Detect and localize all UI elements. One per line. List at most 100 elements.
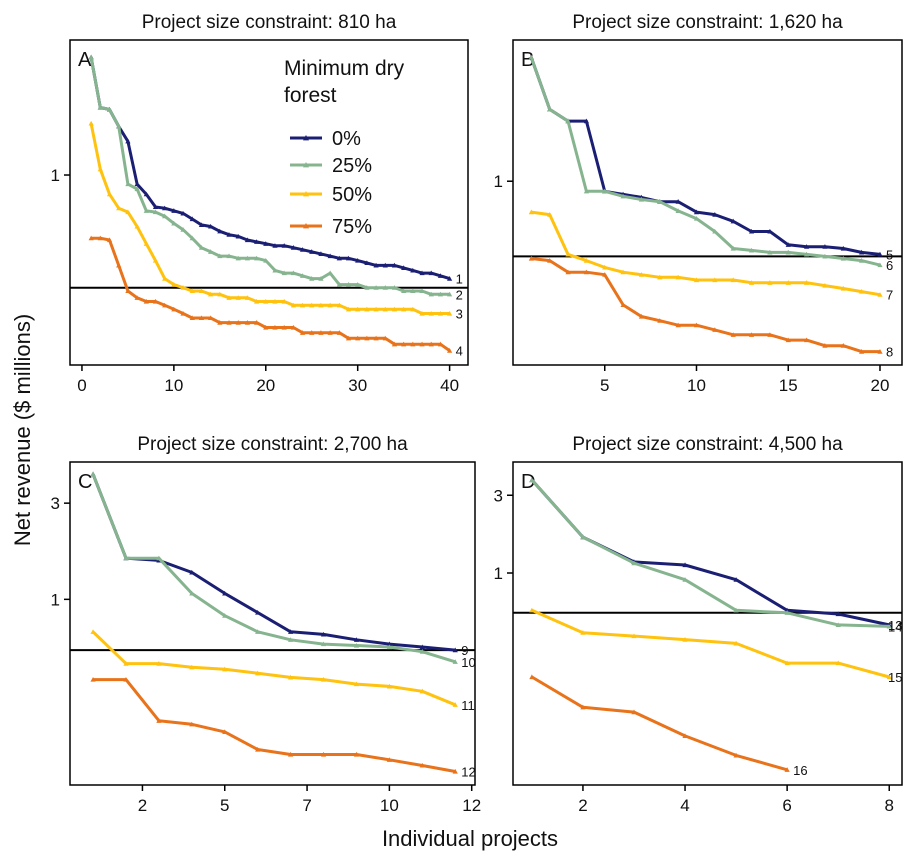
point-marker (657, 274, 663, 280)
point-marker (143, 298, 149, 304)
point-marker (822, 253, 828, 259)
end-label: 6 (886, 258, 893, 273)
point-marker (529, 607, 535, 613)
x-tick-label: 2 (138, 796, 147, 815)
point-marker (353, 681, 360, 687)
point-marker (123, 661, 129, 666)
point-marker (152, 257, 159, 263)
point-marker (217, 291, 223, 297)
point-marker (263, 257, 269, 263)
point-marker (419, 762, 425, 768)
end-label: 9 (461, 643, 468, 658)
panel-label: C (78, 471, 92, 493)
point-marker (428, 341, 434, 347)
point-marker (125, 181, 131, 187)
point-marker (877, 251, 883, 257)
series-line (531, 608, 890, 679)
panel-label: A (78, 49, 92, 71)
point-marker (767, 280, 773, 285)
point-marker (785, 337, 791, 343)
point-marker (419, 644, 425, 650)
point-marker (123, 676, 129, 682)
point-marker (272, 298, 278, 304)
point-marker (877, 292, 883, 297)
point-marker (345, 281, 352, 287)
series-line (91, 473, 456, 664)
point-marker (90, 629, 96, 634)
series-line (530, 479, 890, 627)
point-marker (355, 306, 361, 312)
point-marker (189, 664, 195, 670)
point-marker (353, 637, 360, 642)
x-tick-label: 12 (462, 796, 481, 815)
point-marker (565, 269, 571, 275)
point-marker (244, 255, 250, 261)
point-marker (620, 302, 626, 307)
point-marker (675, 199, 681, 204)
point-marker (859, 349, 865, 354)
point-marker (180, 285, 186, 290)
x-tick-label: 7 (302, 796, 311, 815)
point-marker (748, 332, 755, 337)
point-marker (767, 228, 773, 234)
point-marker (602, 272, 608, 277)
point-marker (255, 629, 261, 634)
point-marker (327, 302, 333, 308)
point-marker (253, 298, 260, 304)
point-marker (447, 276, 453, 281)
point-marker (373, 306, 379, 312)
point-marker (171, 306, 177, 312)
point-marker (583, 118, 589, 124)
point-marker (401, 341, 407, 347)
point-marker (355, 257, 361, 263)
end-label: 16 (793, 763, 807, 778)
point-marker (253, 255, 260, 261)
point-marker (143, 208, 149, 213)
point-marker (156, 555, 162, 561)
x-axis-label: Individual projects (382, 826, 558, 851)
point-marker (730, 332, 736, 337)
point-marker (447, 348, 453, 353)
panel-label: B (521, 49, 534, 71)
end-label: 10 (461, 655, 475, 670)
point-marker (235, 255, 241, 261)
point-marker (189, 590, 195, 596)
point-marker (318, 330, 324, 335)
point-marker (97, 104, 103, 110)
point-marker (281, 270, 287, 276)
point-marker (583, 258, 589, 263)
point-marker (180, 210, 186, 216)
point-marker (189, 235, 195, 241)
x-tick-label: 20 (871, 376, 890, 395)
point-marker (382, 335, 388, 341)
point-marker (288, 674, 294, 680)
point-marker (391, 306, 398, 312)
point-marker (682, 637, 688, 642)
point-marker (675, 322, 681, 328)
point-marker (859, 249, 865, 255)
point-marker (419, 341, 425, 347)
point-marker (859, 258, 865, 263)
point-marker (886, 623, 892, 629)
point-marker (263, 298, 269, 304)
x-tick-label: 10 (164, 376, 183, 395)
panel-label: D (521, 471, 535, 493)
point-marker (345, 335, 352, 341)
point-marker (638, 313, 645, 319)
legend-marker (303, 135, 309, 141)
point-marker (320, 676, 327, 682)
y-tick-label: 3 (51, 494, 60, 513)
point-marker (106, 191, 113, 197)
point-marker (528, 255, 534, 261)
point-marker (198, 222, 205, 228)
point-marker (401, 288, 407, 294)
point-marker (693, 277, 700, 283)
end-label: 3 (456, 307, 463, 322)
point-marker (88, 120, 94, 126)
point-marker (631, 633, 637, 639)
point-marker (208, 249, 214, 254)
point-marker (244, 237, 250, 243)
y-tick-label: 1 (494, 172, 503, 191)
point-marker (401, 306, 407, 312)
series-line (531, 257, 880, 354)
